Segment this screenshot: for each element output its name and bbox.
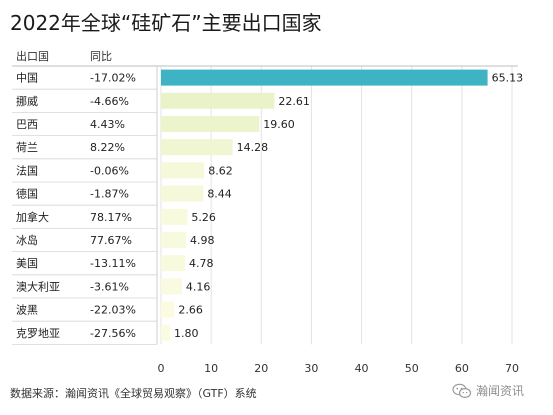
watermark-text: 瀚闻资讯 (476, 384, 525, 398)
yoy-change-label: 78.17% (90, 211, 132, 224)
country-label: 澳大利亚 (16, 279, 60, 293)
column-header-change: 同比 (90, 50, 112, 63)
country-label: 德国 (16, 187, 38, 201)
yoy-change-label: -4.66% (90, 95, 129, 108)
yoy-change-label: -13.11% (90, 257, 136, 270)
bar (161, 162, 205, 179)
bar (161, 301, 175, 318)
value-label: 5.26 (191, 211, 216, 224)
x-tick-label: 20 (254, 362, 268, 375)
country-label: 法国 (16, 163, 38, 177)
bar (161, 255, 185, 272)
value-label: 8.62 (208, 164, 233, 177)
yoy-change-label: -0.06% (90, 164, 129, 177)
x-tick-label: 60 (455, 362, 469, 375)
value-label: 22.61 (278, 95, 310, 108)
data-source-footer: 数据来源：瀚闻资讯《全球贸易观察》（GTF）系统 (10, 387, 257, 400)
yoy-change-label: 77.67% (90, 234, 132, 247)
x-tick-label: 50 (405, 362, 419, 375)
column-header-country: 出口国 (16, 49, 49, 63)
country-label: 冰岛 (16, 233, 38, 247)
bar (161, 185, 204, 202)
watermark: 瀚闻资讯 (452, 382, 524, 399)
value-label: 4.16 (186, 280, 211, 293)
x-tick-label: 30 (304, 362, 318, 375)
value-label: 65.13 (492, 72, 524, 85)
bar (161, 92, 275, 109)
value-label: 4.98 (190, 234, 215, 247)
country-label: 美国 (16, 257, 38, 270)
chart-title: 2022年全球“硅矿石”主要出口国家 (10, 11, 322, 35)
yoy-change-label: -17.02% (90, 72, 136, 85)
yoy-change-label: 8.22% (90, 141, 125, 154)
value-label: 8.44 (207, 188, 232, 201)
value-label: 2.66 (178, 304, 203, 317)
x-tick-label: 0 (158, 362, 165, 375)
country-label: 波黑 (16, 304, 38, 317)
country-label: 荷兰 (16, 141, 38, 154)
yoy-change-label: -3.61% (90, 280, 129, 293)
x-tick-label: 70 (505, 362, 519, 375)
value-label: 19.60 (263, 118, 295, 131)
yoy-change-label: -1.87% (90, 188, 129, 201)
bar (161, 139, 233, 156)
value-label: 4.78 (189, 257, 214, 270)
country-label: 中国 (16, 72, 38, 85)
country-label: 巴西 (16, 118, 38, 131)
yoy-change-label: 4.43% (90, 118, 125, 131)
bar (161, 232, 186, 248)
x-tick-label: 10 (204, 362, 218, 375)
bar (161, 116, 260, 132)
value-label: 14.28 (237, 141, 269, 154)
bar (161, 208, 188, 225)
country-label: 克罗地亚 (16, 327, 60, 340)
wechat-icon (452, 383, 472, 398)
x-tick-label: 40 (355, 362, 369, 375)
country-label: 加拿大 (16, 210, 49, 224)
bar (161, 69, 488, 86)
yoy-change-label: -22.03% (90, 304, 136, 317)
bar (161, 324, 171, 341)
yoy-change-label: -27.56% (90, 327, 136, 340)
bar (161, 278, 182, 295)
country-label: 挪威 (16, 94, 38, 108)
value-label: 1.80 (174, 327, 199, 340)
